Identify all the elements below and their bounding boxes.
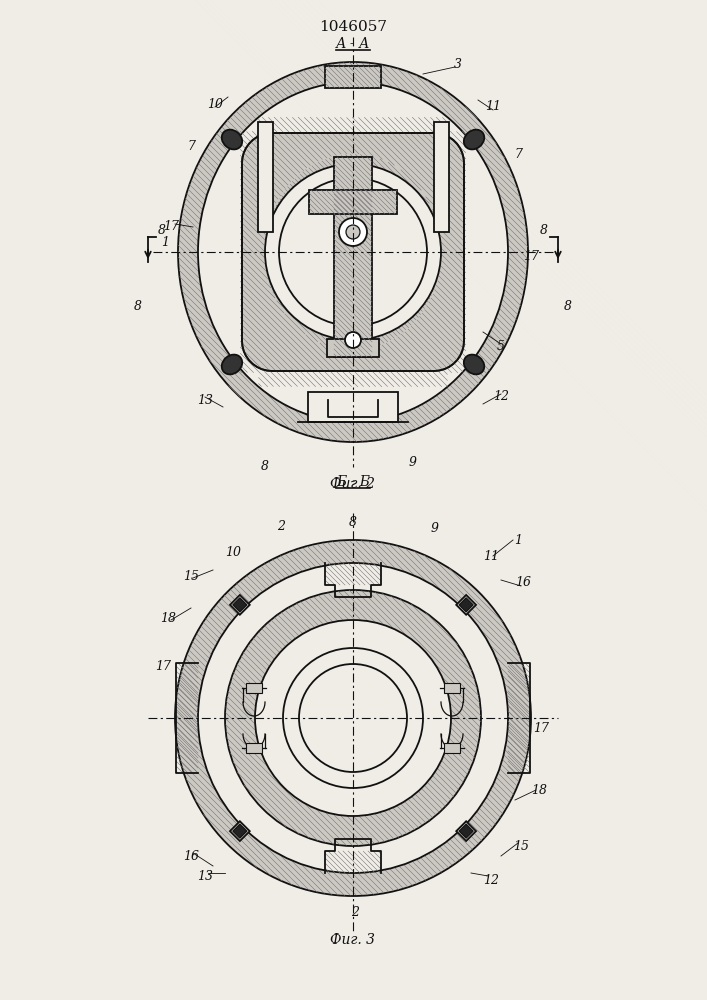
Text: Фиг. 2: Фиг. 2 [330, 477, 375, 491]
Circle shape [225, 590, 481, 846]
Text: 7: 7 [514, 147, 522, 160]
Bar [230, 595, 250, 615]
Circle shape [345, 332, 361, 348]
Bar [233, 598, 247, 612]
Text: 15: 15 [183, 570, 199, 582]
Bar [230, 821, 250, 841]
Text: 8: 8 [540, 224, 548, 236]
Text: 5: 5 [497, 340, 505, 354]
Text: 18: 18 [531, 784, 547, 796]
Circle shape [255, 620, 451, 816]
Text: 9: 9 [431, 522, 439, 534]
Bar [246, 743, 262, 753]
Text: 2: 2 [351, 906, 359, 920]
Text: 8: 8 [261, 460, 269, 474]
Text: 9: 9 [409, 456, 417, 468]
Bar [309, 190, 397, 214]
Text: 15: 15 [513, 840, 529, 852]
Circle shape [175, 540, 531, 896]
Circle shape [279, 178, 427, 326]
Bar [456, 595, 476, 615]
Text: 1046057: 1046057 [319, 20, 387, 34]
Ellipse shape [222, 130, 243, 149]
Text: 16: 16 [183, 850, 199, 862]
Bar [459, 824, 473, 838]
Text: 1: 1 [514, 534, 522, 546]
Circle shape [346, 225, 360, 239]
Bar [258, 122, 273, 232]
Text: 8: 8 [564, 300, 572, 314]
Text: 8: 8 [158, 224, 166, 236]
Text: 11: 11 [485, 101, 501, 113]
Text: 13: 13 [197, 393, 213, 406]
Text: 12: 12 [493, 390, 509, 403]
Text: 16: 16 [515, 576, 531, 589]
Text: 18: 18 [160, 611, 176, 624]
Text: 17: 17 [163, 221, 179, 233]
Ellipse shape [464, 130, 484, 149]
Text: 10: 10 [225, 546, 241, 560]
Text: 13: 13 [197, 869, 213, 882]
Text: 11: 11 [483, 550, 499, 562]
Ellipse shape [198, 82, 508, 422]
Text: 8: 8 [349, 516, 357, 530]
Text: А - А: А - А [336, 37, 370, 51]
Text: 8: 8 [134, 300, 142, 314]
Bar [459, 598, 473, 612]
Bar [327, 339, 379, 357]
Bar [334, 157, 372, 357]
Circle shape [283, 648, 423, 788]
Circle shape [299, 664, 407, 772]
Text: 2: 2 [277, 520, 285, 532]
Text: Б - Б: Б - Б [336, 475, 370, 489]
Circle shape [265, 164, 441, 340]
Bar [246, 683, 262, 693]
Bar [456, 821, 476, 841]
Bar [444, 743, 460, 753]
Text: 17: 17 [155, 660, 171, 672]
Bar [434, 122, 449, 232]
Text: 12: 12 [483, 874, 499, 886]
Bar [444, 683, 460, 693]
Text: 3: 3 [454, 58, 462, 72]
Circle shape [339, 218, 367, 246]
Ellipse shape [222, 355, 243, 374]
Text: 10: 10 [207, 98, 223, 110]
Polygon shape [242, 133, 464, 371]
Text: 17: 17 [533, 722, 549, 734]
Text: Фиг. 3: Фиг. 3 [330, 933, 375, 947]
Text: 17: 17 [523, 250, 539, 263]
Text: 1: 1 [161, 235, 169, 248]
Circle shape [198, 563, 508, 873]
Bar [308, 392, 398, 422]
Ellipse shape [464, 355, 484, 374]
Bar [325, 66, 381, 88]
Ellipse shape [178, 62, 528, 442]
Bar [233, 824, 247, 838]
Text: 7: 7 [187, 140, 195, 153]
